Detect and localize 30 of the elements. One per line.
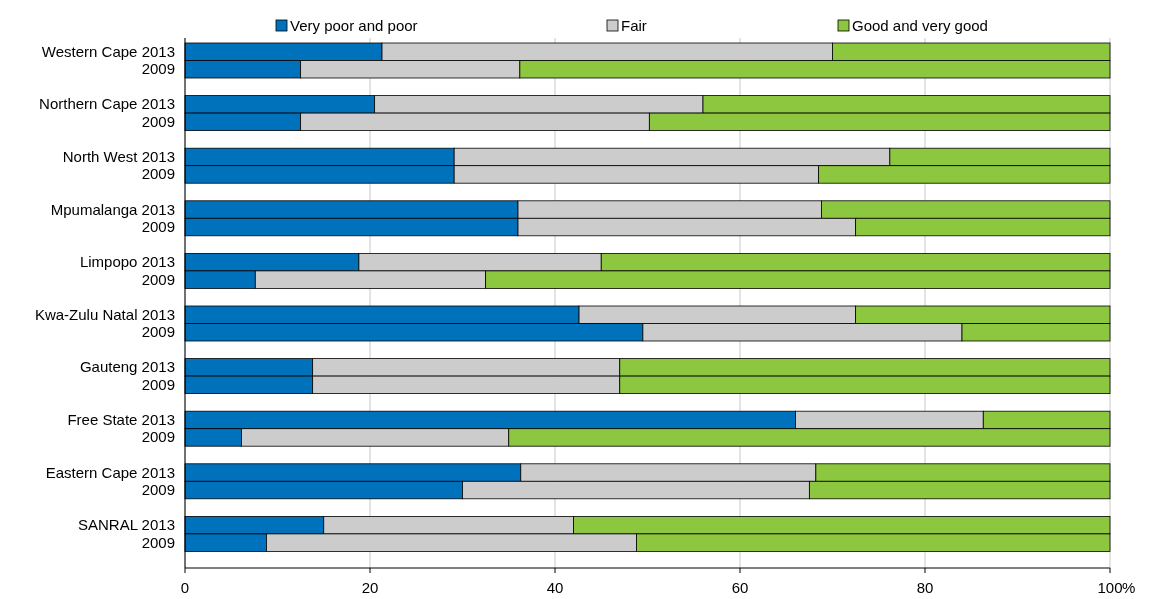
y-tick-label: 2009 xyxy=(141,112,175,130)
x-tick-label: 100 xyxy=(1097,579,1123,596)
y-tick-label: Eastern Cape 2013 xyxy=(45,463,175,481)
y-tick-label: North West 2013 xyxy=(62,147,175,165)
y-tick-label: 2009 xyxy=(141,165,175,183)
y-tick-label: 2009 xyxy=(141,375,175,393)
legend-label: Good and very good xyxy=(852,17,988,34)
legend-label: Fair xyxy=(621,17,647,34)
y-tick-label: 2009 xyxy=(141,60,175,78)
y-tick-label: Limpopo 2013 xyxy=(79,253,175,271)
x-axis-title: % xyxy=(1122,579,1136,596)
y-tick-label: 2009 xyxy=(141,218,175,236)
y-tick-label: 2009 xyxy=(141,428,175,446)
x-tick-label: 40 xyxy=(546,579,564,596)
x-tick-label: 20 xyxy=(361,579,379,596)
y-tick-label: 2009 xyxy=(141,323,175,341)
y-tick-label: Western Cape 2013 xyxy=(41,42,175,60)
legend-label: Very poor and poor xyxy=(290,17,418,34)
x-tick-label: 80 xyxy=(916,579,934,596)
y-tick-label: Free State 2013 xyxy=(67,410,175,428)
y-tick-label: Gauteng 2013 xyxy=(79,358,175,376)
y-tick-label: Kwa-Zulu Natal 2013 xyxy=(34,305,175,323)
y-tick-label: SANRAL 2013 xyxy=(77,516,175,534)
x-tick-label: 60 xyxy=(731,579,749,596)
y-tick-label: 2009 xyxy=(141,481,175,499)
x-tick-label: 0 xyxy=(180,579,190,596)
y-tick-label: 2009 xyxy=(141,270,175,288)
y-tick-label: Northern Cape 2013 xyxy=(39,95,175,113)
y-tick-label: Mpumalanga 2013 xyxy=(50,200,175,218)
y-tick-label: 2009 xyxy=(141,533,175,551)
